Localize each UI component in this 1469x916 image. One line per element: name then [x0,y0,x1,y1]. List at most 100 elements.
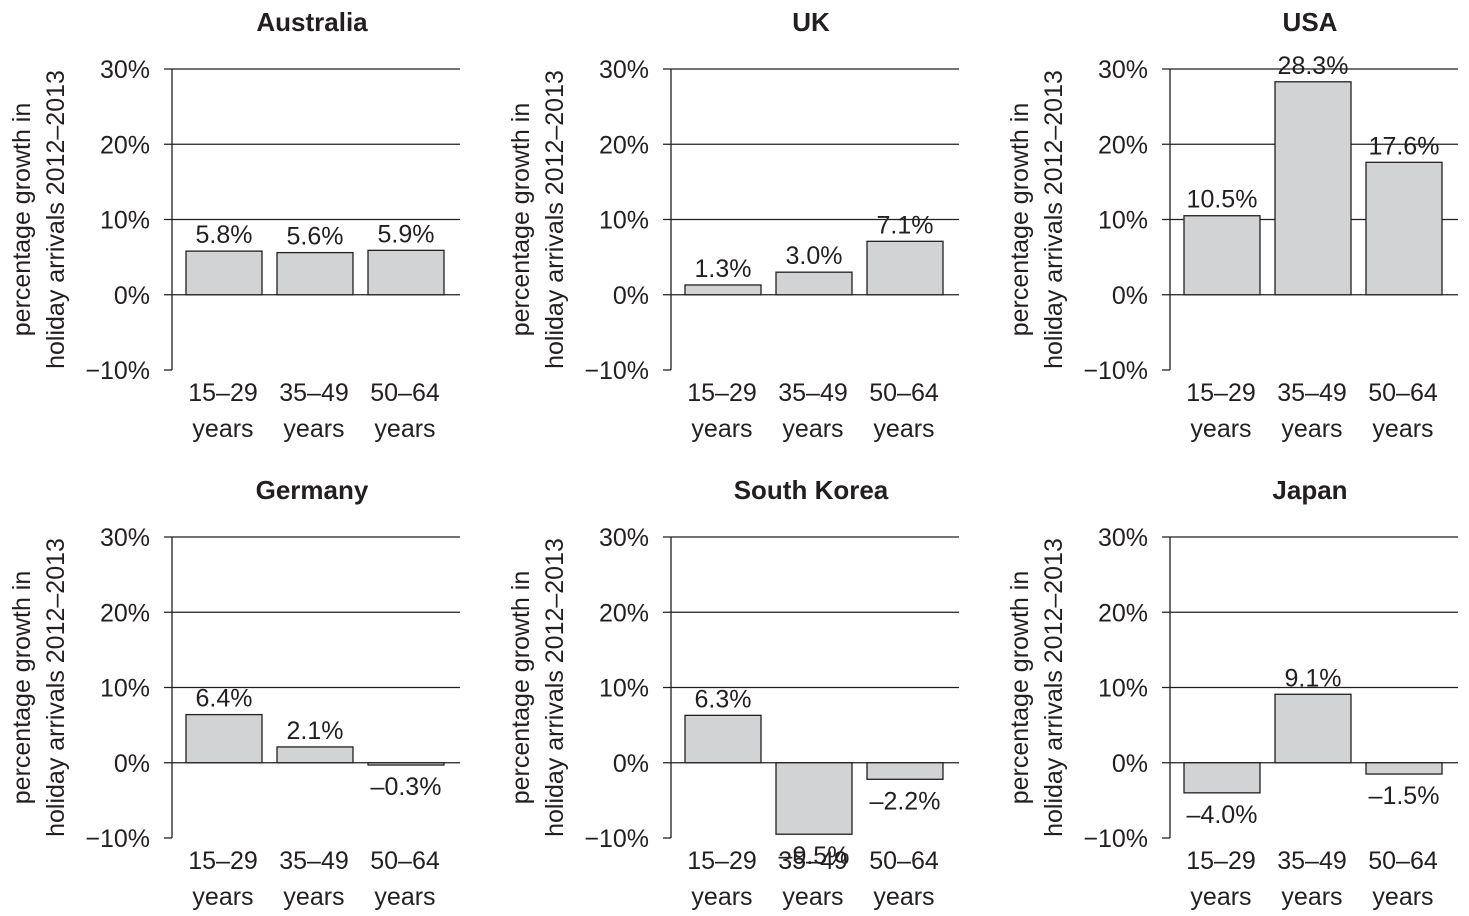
chart-panel-5: Japan percentage growth in holiday arrival… [1006,475,1458,911]
y-tick-label: 10% [599,207,649,235]
y-axis-label-line: holiday arrivals 2012–2013 [1040,70,1068,369]
x-tick-label: 35–49 [1277,379,1347,407]
y-tick-label: 20% [1098,599,1148,627]
data-label: 10.5% [1187,186,1258,214]
y-tick-label: −10% [584,825,649,853]
data-label: –2.2% [870,787,941,815]
x-tick-label: years [1372,415,1433,443]
chart-title: Australia [256,7,368,37]
y-tick-label: 0% [613,282,649,310]
data-label: 7.1% [877,211,934,239]
y-axis-label-line: percentage growth in [507,571,535,804]
y-tick-label: 20% [100,599,150,627]
x-tick-label: years [283,883,344,911]
chart-title: Germany [256,475,369,505]
bar [775,762,853,835]
y-tick-label: 30% [1098,56,1148,84]
x-tick-label: years [1372,883,1433,911]
bar [775,271,853,296]
bar [276,746,354,764]
y-tick-label: −10% [1083,357,1148,385]
x-tick-label: years [1281,415,1342,443]
y-axis-label-line: holiday arrivals 2012–2013 [541,538,569,837]
x-tick-label: years [192,415,253,443]
x-tick-label: 50–64 [1368,379,1438,407]
bar [367,762,445,766]
data-label: 5.9% [378,220,435,248]
y-axis-label-line: percentage growth in [507,103,535,336]
bar [1274,81,1352,296]
y-tick-label: 10% [100,207,150,235]
data-label: 6.3% [695,685,752,713]
x-tick-label: years [873,883,934,911]
y-tick-label: 20% [100,131,150,159]
x-tick-label: 35–49 [778,379,848,407]
x-tick-label: 35–49 [279,379,349,407]
x-tick-label: years [374,415,435,443]
y-tick-label: 30% [1098,524,1148,552]
x-tick-label: 35–49 [1277,847,1347,875]
chart-panel-1: UK percentage growth in holiday arrivals 2… [507,7,959,443]
y-tick-label: 20% [1098,131,1148,159]
x-tick-label: 35–49 [778,847,848,875]
x-tick-label: 15–29 [188,847,258,875]
bar [684,284,762,296]
data-label: 17.6% [1369,132,1440,160]
x-tick-label: years [782,883,843,911]
bar [276,251,354,296]
y-tick-label: 0% [1112,750,1148,778]
y-axis-label-line: holiday arrivals 2012–2013 [1040,538,1068,837]
data-label: 1.3% [695,255,752,283]
chart-panel-4: South Korea percentage growth in holiday a… [507,475,959,911]
bar [1365,762,1443,775]
y-tick-label: 30% [100,56,150,84]
data-label: 6.4% [196,685,253,713]
data-label: –0.3% [371,773,442,801]
chart-panel-2: USA percentage growth in holiday arrivals … [1006,7,1458,443]
x-tick-label: 15–29 [687,847,757,875]
data-label: –1.5% [1369,782,1440,810]
x-tick-label: 50–64 [869,379,939,407]
data-label: 9.1% [1285,664,1342,692]
bar [1183,762,1261,794]
y-tick-label: 30% [599,524,649,552]
x-tick-label: 50–64 [370,379,440,407]
chart-title: Japan [1272,475,1347,505]
y-axis-label-line: percentage growth in [1006,571,1034,804]
y-tick-label: 10% [100,675,150,703]
bar [866,240,944,296]
x-tick-label: years [192,883,253,911]
y-tick-label: 10% [599,675,649,703]
chart-panel-0: Australia percentage growth in holiday arr… [8,7,460,443]
data-label: 3.0% [786,242,843,270]
y-tick-label: 20% [599,599,649,627]
chart-title: South Korea [734,475,889,505]
y-tick-label: −10% [1083,825,1148,853]
y-axis-label-line: percentage growth in [8,571,36,804]
bar [185,250,263,296]
data-label: 5.6% [287,223,344,251]
x-tick-label: 15–29 [687,379,757,407]
x-tick-label: years [374,883,435,911]
y-tick-label: −10% [85,357,150,385]
y-axis-label-line: percentage growth in [8,103,36,336]
y-tick-label: 30% [599,56,649,84]
bar [1183,215,1261,296]
x-tick-label: years [782,415,843,443]
data-label: –4.0% [1187,801,1258,829]
x-tick-label: 35–49 [279,847,349,875]
x-tick-label: years [1190,883,1251,911]
x-tick-label: 15–29 [188,379,258,407]
chart-panel-3: Germany percentage growth in holiday arriv… [8,475,460,911]
x-tick-label: 50–64 [1368,847,1438,875]
chart-title: UK [792,7,830,37]
x-tick-label: 15–29 [1186,847,1256,875]
x-tick-label: years [873,415,934,443]
bar [1365,161,1443,296]
x-tick-label: years [1281,883,1342,911]
y-tick-label: 0% [114,750,150,778]
x-tick-label: 50–64 [370,847,440,875]
x-tick-label: 50–64 [869,847,939,875]
y-tick-label: −10% [584,357,649,385]
